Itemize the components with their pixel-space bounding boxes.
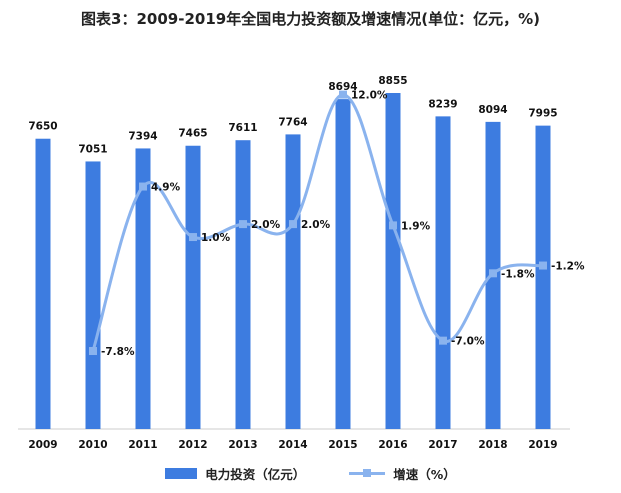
- x-tick-2019: 2019: [528, 439, 557, 451]
- growth-point-2014: [289, 220, 297, 229]
- legend-label-investment: 电力投资（亿元）: [205, 467, 306, 482]
- growth-label-2017: -7.0%: [451, 336, 485, 348]
- x-tick-2018: 2018: [478, 439, 507, 451]
- x-tick-2017: 2017: [428, 439, 457, 451]
- growth-point-2011: [139, 182, 147, 191]
- growth-point-2019: [539, 261, 547, 270]
- growth-point-2013: [239, 220, 247, 229]
- growth-label-2014: 2.0%: [301, 219, 331, 231]
- bar-label-2009: 7650: [28, 121, 57, 133]
- bar-label-2019: 7995: [528, 108, 557, 120]
- legend-item-growth[interactable]: 增速（%）: [349, 464, 456, 483]
- growth-point-2010: [89, 347, 97, 356]
- bar-2016: [385, 93, 401, 429]
- line-series: -7.8% 4.9% 1.0% 2.0% 2.0% 12.0% 1.9% -7.0% -1.8%…: [89, 90, 585, 358]
- growth-label-2018: -1.8%: [501, 268, 535, 280]
- bar-2010: [85, 161, 101, 429]
- bar-2015: [335, 99, 351, 429]
- x-tick-2009: 2009: [28, 439, 57, 451]
- growth-label-2019: -1.2%: [551, 261, 585, 273]
- x-tick-2012: 2012: [178, 439, 207, 451]
- growth-label-2010: -7.8%: [101, 346, 135, 358]
- growth-label-2012: 1.0%: [201, 232, 231, 244]
- growth-point-2018: [489, 269, 497, 278]
- bar-2011: [135, 148, 151, 430]
- bar-label-2011: 7394: [128, 130, 157, 142]
- bar-2014: [285, 134, 301, 429]
- x-tick-labels: 2009 2010 2011 2012 2013 2014 2015 2016 2017 2018…: [28, 439, 557, 451]
- growth-label-2013: 2.0%: [251, 219, 281, 231]
- legend: 电力投资（亿元） 增速（%）: [0, 464, 621, 483]
- bar-series: [35, 93, 551, 430]
- bar-2017: [435, 116, 451, 430]
- growth-point-2016: [389, 221, 397, 230]
- growth-point-2017: [439, 336, 447, 345]
- legend-swatch-line: [349, 468, 386, 479]
- growth-label-2011: 4.9%: [151, 182, 181, 194]
- bar-2019: [535, 125, 551, 429]
- bar-label-2012: 7465: [178, 128, 207, 140]
- x-tick-2011: 2011: [128, 439, 157, 451]
- growth-point-2015: [339, 90, 347, 99]
- bar-2013: [235, 140, 251, 429]
- bar-label-2015: 8694: [328, 81, 357, 93]
- growth-line: [91, 93, 544, 352]
- x-tick-2015: 2015: [328, 439, 357, 451]
- growth-point-2012: [189, 233, 197, 242]
- x-tick-2014: 2014: [278, 439, 307, 451]
- bar-label-2016: 8855: [378, 75, 407, 87]
- growth-label-2015: 12.0%: [351, 90, 388, 102]
- chart-title: 图表3：2009-2019年全国电力投资额及增速情况(单位：亿元，%): [81, 10, 540, 28]
- legend-swatch-bar: [165, 468, 198, 479]
- x-tick-2010: 2010: [78, 439, 107, 451]
- bar-label-2013: 7611: [228, 122, 257, 134]
- x-tick-2016: 2016: [378, 439, 407, 451]
- bar-label-2017: 8239: [428, 98, 457, 110]
- bar-label-2010: 7051: [78, 143, 107, 155]
- growth-label-2016: 1.9%: [401, 220, 431, 232]
- bar-label-2014: 7764: [278, 116, 307, 128]
- x-tick-2013: 2013: [228, 439, 257, 451]
- legend-item-investment[interactable]: 电力投资（亿元）: [165, 464, 305, 483]
- bar-label-2018: 8094: [478, 104, 507, 116]
- bar-2009: [35, 138, 51, 429]
- bar-2012: [185, 145, 201, 429]
- bar-value-labels: 7650 7051 7394 7465 7611 7764 8694 8855 8239 8094…: [28, 75, 557, 155]
- legend-label-growth: 增速（%）: [393, 467, 456, 482]
